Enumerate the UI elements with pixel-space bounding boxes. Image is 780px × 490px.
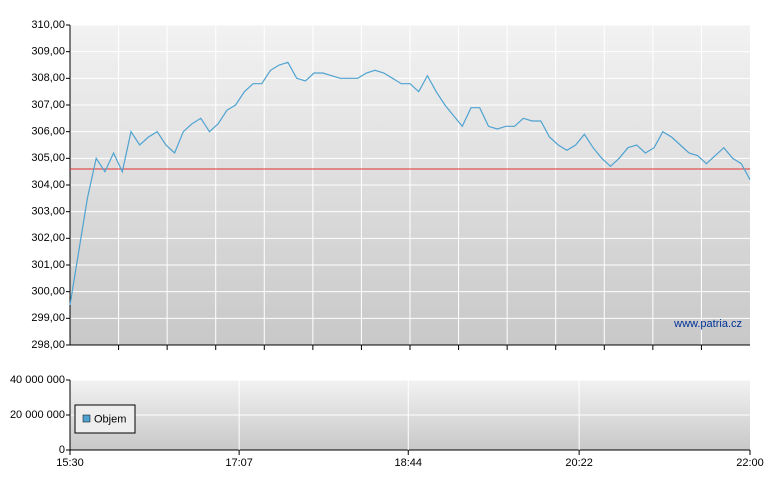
y-tick-label: 309,00	[31, 46, 65, 58]
legend-label: Objem	[94, 413, 126, 425]
y-tick-label: 302,00	[31, 232, 65, 244]
y-tick-label: 304,00	[31, 179, 65, 191]
y-tick-label: 0	[59, 444, 65, 456]
y-tick-label: 308,00	[31, 72, 65, 84]
price-line	[69, 61, 751, 306]
y-tick-label: 305,00	[31, 152, 65, 164]
y-tick-label: 300,00	[31, 286, 65, 298]
y-tick-label: 306,00	[31, 126, 65, 138]
y-tick-label: 310,00	[31, 19, 65, 31]
y-tick-label: 301,00	[31, 259, 65, 271]
watermark: www.patria.cz	[673, 318, 742, 330]
x-tick-label: 18:44	[394, 457, 422, 469]
y-tick-label: 40 000 000	[10, 374, 65, 386]
y-tick-label: 303,00	[31, 206, 65, 218]
x-tick-label: 17:07	[225, 457, 253, 469]
y-tick-label: 307,00	[31, 99, 65, 111]
x-tick-label: 15:30	[56, 457, 84, 469]
y-tick-label: 298,00	[31, 339, 65, 351]
x-tick-label: 22:00	[736, 457, 764, 469]
y-tick-label: 20 000 000	[10, 409, 65, 421]
legend-swatch	[82, 414, 91, 423]
x-tick-label: 20:22	[565, 457, 593, 469]
y-tick-label: 299,00	[31, 312, 65, 324]
